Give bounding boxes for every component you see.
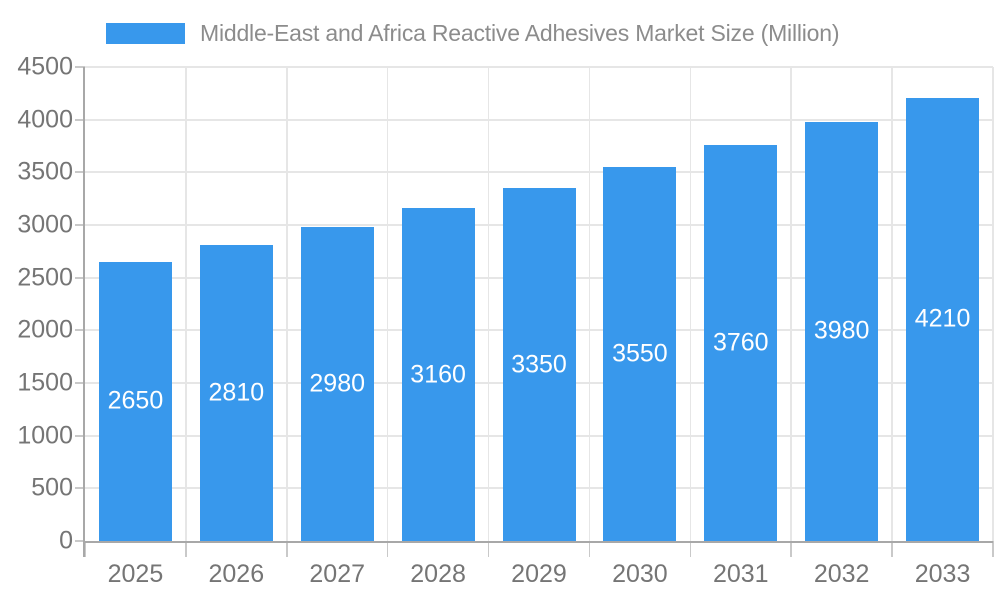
y-tick-label: 500	[31, 473, 73, 502]
y-tick-mark	[75, 540, 85, 542]
bar[interactable]: 3350	[502, 188, 576, 541]
bar-value-label: 2650	[107, 386, 164, 415]
x-axis-line	[83, 541, 993, 543]
bar[interactable]: 2650	[98, 261, 172, 541]
x-tick-mark	[689, 541, 692, 557]
y-tick-mark	[75, 434, 85, 437]
bar-value-label: 3760	[712, 328, 769, 357]
y-gridline	[85, 171, 993, 174]
y-tick-label: 1500	[17, 368, 73, 397]
y-gridline	[85, 66, 993, 68]
x-gridline	[588, 67, 591, 541]
y-tick-mark	[75, 66, 85, 68]
x-tick-mark	[891, 541, 893, 557]
y-tick-label: 0	[59, 526, 73, 555]
x-gridline	[386, 67, 389, 541]
x-gridline	[689, 67, 692, 541]
y-tick-label: 4000	[17, 105, 73, 134]
x-gridline	[185, 67, 187, 541]
x-tick-mark	[992, 541, 994, 557]
x-gridline	[286, 67, 288, 541]
y-tick-mark	[75, 118, 85, 121]
legend-label: Middle-East and Africa Reactive Adhesive…	[200, 19, 840, 46]
bar-value-label: 3550	[612, 339, 668, 368]
x-tick-label: 2031	[712, 560, 769, 588]
y-tick-mark	[75, 329, 85, 332]
bar[interactable]: 3980	[805, 121, 879, 541]
y-tick-mark	[75, 224, 85, 226]
legend-item[interactable]: Middle-East and Africa Reactive Adhesive…	[106, 18, 840, 48]
bar-value-label: 2810	[208, 378, 265, 407]
x-gridline	[992, 67, 994, 541]
bar-value-label: 2980	[309, 369, 366, 398]
x-tick-label: 2033	[914, 560, 971, 588]
y-tick-label: 1000	[17, 421, 73, 450]
bar[interactable]: 2810	[199, 245, 273, 541]
x-gridline	[891, 67, 893, 541]
y-tick-label: 3000	[17, 210, 73, 239]
bar-value-label: 3160	[410, 360, 466, 389]
y-tick-mark	[75, 171, 85, 174]
x-tick-mark	[84, 541, 86, 557]
y-tick-mark	[75, 276, 85, 279]
bar-value-label: 3980	[813, 316, 870, 345]
x-tick-label: 2030	[612, 560, 668, 588]
x-tick-mark	[386, 541, 389, 557]
bar[interactable]: 3550	[603, 167, 677, 541]
x-tick-label: 2026	[208, 560, 265, 588]
bar-value-label: 3350	[511, 350, 567, 379]
y-tick-label: 4500	[17, 52, 73, 81]
x-tick-label: 2025	[107, 560, 164, 588]
y-tick-label: 3500	[17, 157, 73, 186]
y-tick-mark	[75, 487, 85, 490]
x-tick-label: 2028	[410, 560, 466, 588]
bar-value-label: 4210	[914, 304, 971, 333]
y-tick-mark	[75, 382, 85, 384]
x-gridline	[790, 67, 792, 541]
bar[interactable]: 3760	[704, 144, 778, 541]
legend-swatch-icon	[106, 22, 185, 44]
x-tick-mark	[487, 541, 490, 557]
bar[interactable]: 3160	[401, 208, 475, 541]
x-tick-mark	[588, 541, 591, 557]
x-tick-label: 2027	[309, 560, 366, 588]
y-tick-label: 2000	[17, 315, 73, 344]
bar[interactable]: 2980	[300, 227, 374, 541]
y-axis-line	[83, 67, 85, 557]
x-tick-mark	[790, 541, 792, 557]
x-tick-label: 2032	[813, 560, 870, 588]
x-tick-mark	[185, 541, 187, 557]
y-tick-label: 2500	[17, 263, 73, 292]
x-gridline	[487, 67, 490, 541]
y-gridline	[85, 118, 993, 121]
x-tick-label: 2029	[511, 560, 567, 588]
x-tick-mark	[286, 541, 288, 557]
bar[interactable]: 4210	[906, 97, 980, 541]
